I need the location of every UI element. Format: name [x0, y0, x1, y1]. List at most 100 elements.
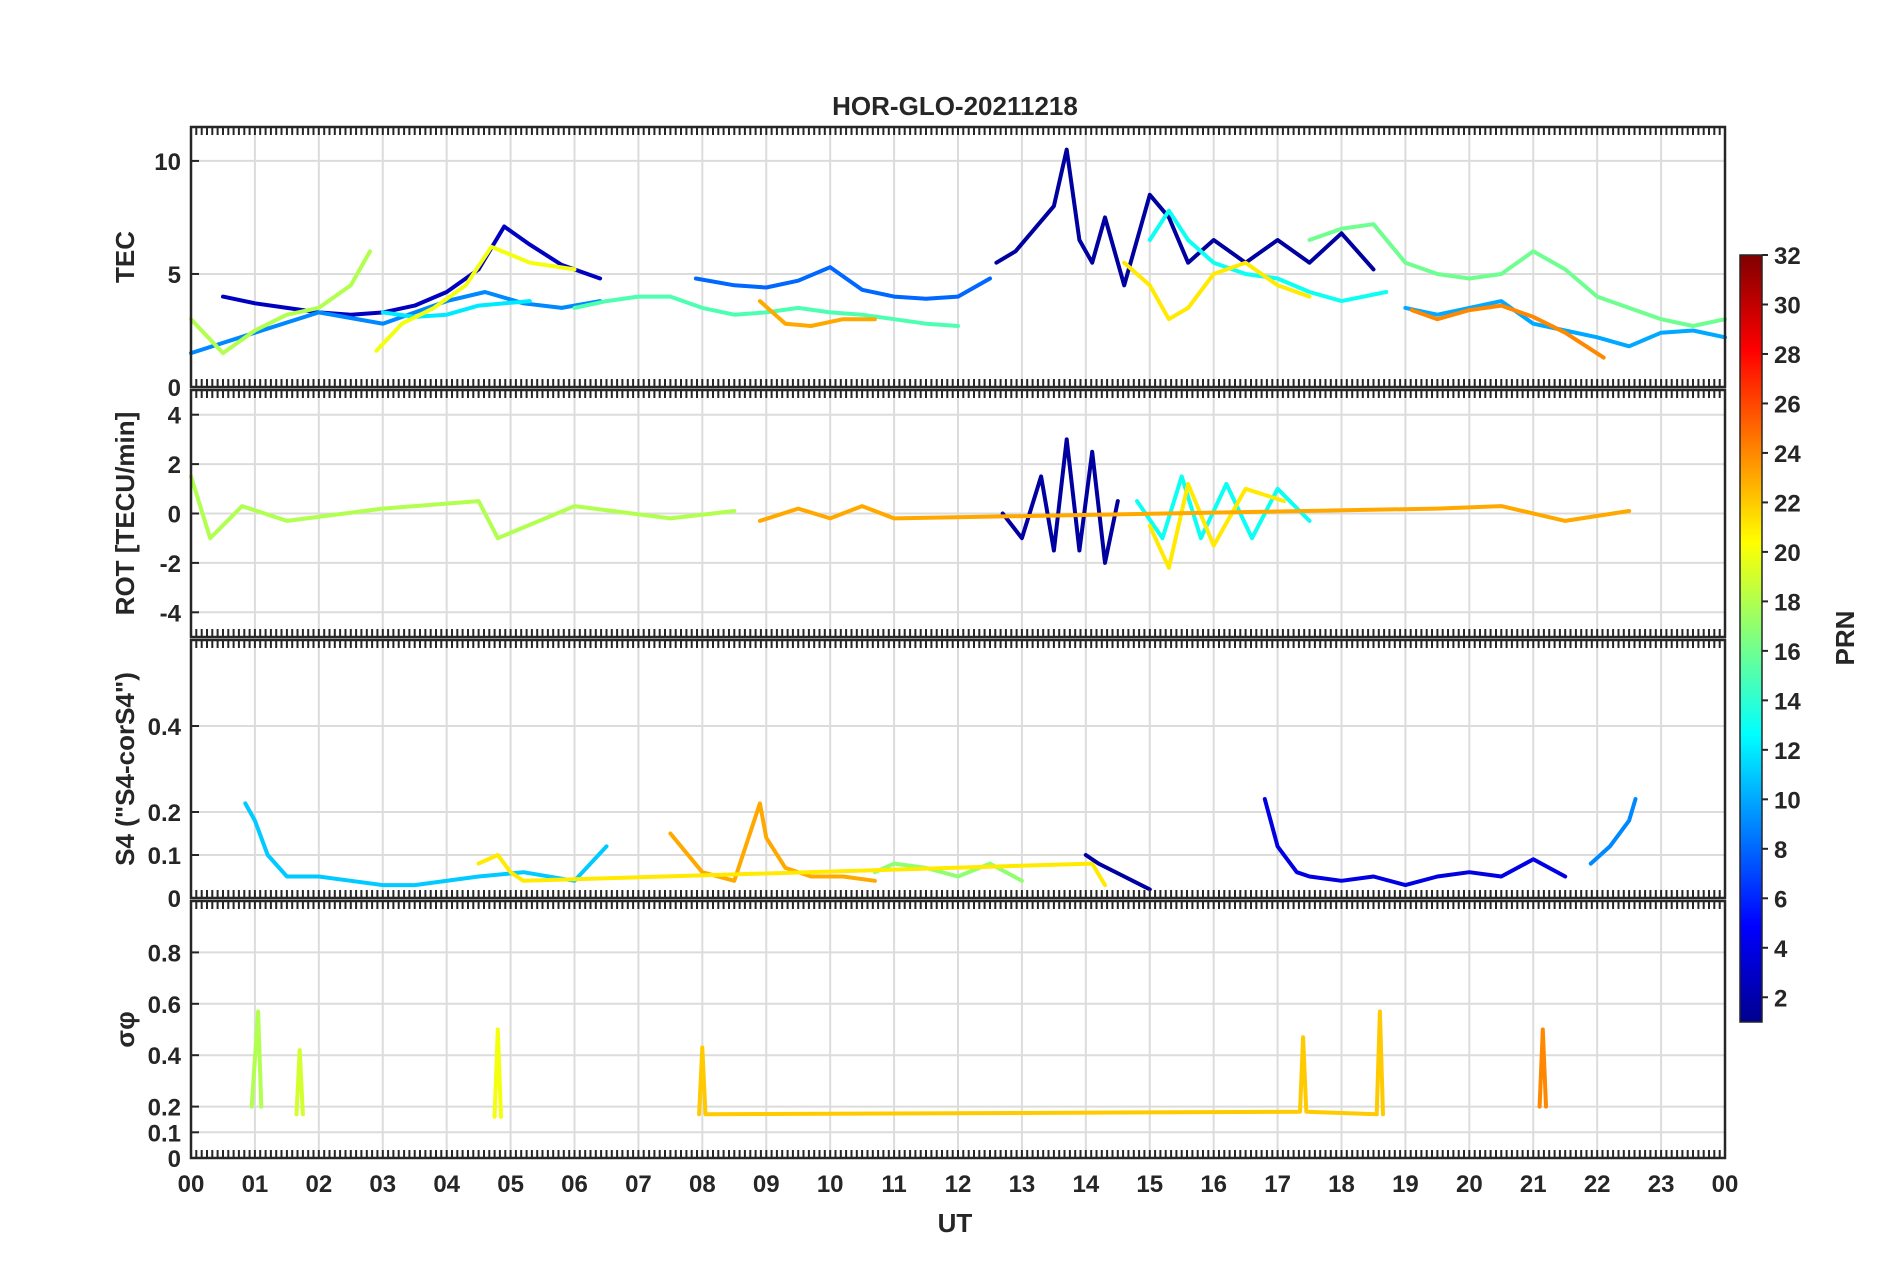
y-tick-label: 0.8	[148, 940, 181, 967]
x-tick-label: 01	[242, 1171, 269, 1198]
colorbar-tick-label: 4	[1774, 936, 1788, 963]
x-tick-label: 10	[817, 1171, 844, 1198]
series-prn-24	[1537, 1027, 1548, 1109]
colorbar-tick-label: 8	[1774, 837, 1787, 864]
x-tick-label: 14	[1072, 1171, 1099, 1198]
series-prn-23	[757, 299, 877, 328]
x-tick-label: 00	[178, 1171, 205, 1198]
series-prn-18	[189, 474, 737, 541]
series-prn-23	[757, 504, 1632, 523]
x-tick-label: 18	[1328, 1171, 1355, 1198]
y-tick-label: 0	[168, 502, 181, 529]
x-tick-label: 02	[305, 1171, 332, 1198]
y-tick-label: 5	[168, 262, 181, 289]
colorbar-tick-label: 30	[1774, 292, 1801, 319]
y-tick-label: 0.4	[148, 1043, 182, 1070]
series-prn-19	[294, 1048, 305, 1117]
panel-tec: 0 5 10 TEC	[110, 125, 1727, 402]
series-prn-2	[994, 147, 1376, 288]
colorbar-tick-label: 12	[1774, 738, 1801, 765]
colorbar-tick-label: 24	[1774, 441, 1801, 468]
series-prn-20	[374, 244, 577, 353]
x-axis: 00 01 02 03 04 05 06 07 08 09 10 11 12 13 14 15 16 17 18 19…	[178, 1171, 1739, 1198]
panel-border-tec	[189, 125, 1727, 389]
colorbar-tick-label: 16	[1774, 639, 1801, 666]
x-tick-label: 05	[497, 1171, 524, 1198]
x-tick-label: 23	[1648, 1171, 1675, 1198]
y-tick-label: 0.2	[148, 1095, 181, 1122]
x-tick-label: 17	[1264, 1171, 1291, 1198]
x-tick-label: 21	[1520, 1171, 1547, 1198]
chart-title: HOR-GLO-20211218	[832, 91, 1078, 121]
y-axis-label-s4: S4 ("S4-corS4")	[110, 672, 140, 866]
y-tick-label: 0.1	[148, 843, 181, 870]
x-tick-label: 22	[1584, 1171, 1611, 1198]
y-tick-label: 0	[168, 375, 181, 402]
colorbar-tick-label: 22	[1774, 490, 1801, 517]
series-prn-12	[380, 299, 532, 319]
y-tick-label: 0.1	[148, 1120, 181, 1147]
panel-rot: -4 -2 0 2 4 ROT [TECU/min]	[110, 388, 1727, 639]
series-prn-3	[221, 224, 603, 317]
x-tick-label: 06	[561, 1171, 588, 1198]
colorbar-tick-label: 2	[1774, 985, 1787, 1012]
panel-s4: 0 0.1 0.2 0.4 S4 ("S4-corS4")	[110, 638, 1727, 913]
panel-border-s4	[189, 638, 1727, 900]
series-prn-18	[249, 1009, 264, 1109]
y-axis-label-tec: TEC	[110, 231, 140, 283]
series-prn-20	[492, 1027, 503, 1119]
series-prn-11	[243, 801, 609, 888]
panel-sigma: 00.10.2 0.4 0.6 0.8 σφ	[110, 899, 1727, 1173]
colorbar-tick-label: 14	[1774, 688, 1801, 715]
y-tick-label: -2	[160, 551, 181, 578]
y-axis-label-sigma: σφ	[110, 1011, 140, 1047]
y-tick-label: 0	[168, 1146, 181, 1173]
x-tick-label: 09	[753, 1171, 780, 1198]
colorbar-gradient	[1739, 254, 1763, 1023]
colorbar-tick-label: 18	[1774, 589, 1801, 616]
x-tick-label: 13	[1009, 1171, 1036, 1198]
colorbar-tick-label: 26	[1774, 391, 1801, 418]
y-axis-label-rot: ROT [TECU/min]	[110, 412, 140, 616]
colorbar-tick-label: 28	[1774, 342, 1801, 369]
series-prn-15	[572, 294, 960, 328]
colorbar-label: PRN	[1830, 611, 1860, 666]
series-prn-9	[1588, 797, 1638, 866]
y-tick-label: 2	[168, 452, 181, 479]
panel-border-rot	[189, 388, 1727, 639]
series-prn-21	[476, 853, 1107, 888]
series-prn-22	[697, 1009, 1385, 1117]
y-tick-label: 0	[168, 886, 181, 913]
panel-border-sigma	[189, 899, 1727, 1160]
x-tick-label: 19	[1392, 1171, 1419, 1198]
colorbar-tick-label: 32	[1774, 243, 1801, 270]
x-axis-label: UT	[938, 1208, 973, 1238]
x-tick-label: 15	[1136, 1171, 1163, 1198]
y-tick-label: 0.4	[148, 714, 182, 741]
y-tick-label: 0.6	[148, 992, 181, 1019]
x-tick-label: 20	[1456, 1171, 1483, 1198]
series-prn-2	[1083, 853, 1152, 892]
y-tick-label: 0.2	[148, 800, 181, 827]
series-prn-16	[1307, 222, 1727, 328]
x-tick-label: 00	[1712, 1171, 1739, 1198]
series-prn-18	[189, 249, 372, 356]
series-prn-13	[1147, 208, 1389, 304]
series-prn-24	[1409, 303, 1606, 360]
colorbar-tick-label: 6	[1774, 886, 1787, 913]
series-prn-4	[1262, 797, 1568, 888]
x-tick-label: 07	[625, 1171, 652, 1198]
colorbar-tick-label: 20	[1774, 540, 1801, 567]
y-tick-label: 10	[154, 149, 181, 176]
x-tick-label: 08	[689, 1171, 716, 1198]
series-prn-8	[693, 265, 992, 301]
x-tick-label: 16	[1200, 1171, 1227, 1198]
x-tick-label: 11	[881, 1171, 906, 1198]
series-prn-21	[1122, 260, 1312, 322]
x-tick-label: 04	[433, 1171, 460, 1198]
y-tick-label: -4	[160, 600, 182, 627]
colorbar-tick-label: 10	[1774, 787, 1801, 814]
